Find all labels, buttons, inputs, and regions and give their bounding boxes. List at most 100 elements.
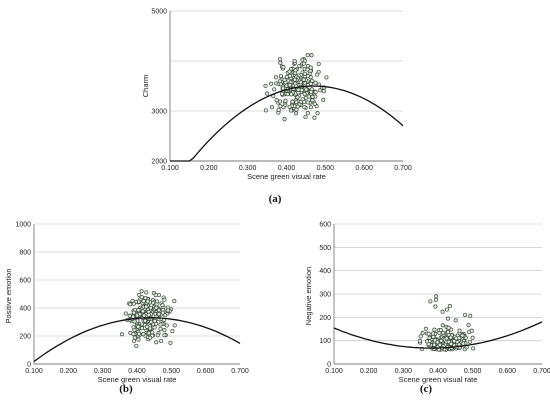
data-point <box>433 304 438 309</box>
data-point <box>308 105 313 110</box>
x-tick-label: 0.300 <box>94 368 112 375</box>
data-point <box>417 339 422 344</box>
data-point <box>148 335 153 340</box>
data-point <box>128 302 133 307</box>
data-point <box>303 114 308 120</box>
data-point <box>147 326 153 331</box>
data-point <box>131 325 136 330</box>
data-point <box>145 324 150 329</box>
y-tick-label: 3000 <box>151 109 167 116</box>
x-tick-label: 0.400 <box>429 368 447 375</box>
fit-curve <box>333 321 543 349</box>
data-point <box>448 335 453 340</box>
data-point <box>310 94 315 99</box>
y-tick-label: 1000 <box>15 222 31 229</box>
data-point <box>158 326 163 331</box>
data-point <box>278 73 283 79</box>
data-point <box>308 65 313 70</box>
panel-caption: (b) <box>119 383 133 395</box>
data-point <box>280 91 285 96</box>
data-point <box>127 313 132 318</box>
data-point <box>150 330 155 335</box>
data-point <box>162 313 168 318</box>
x-tick-label: 0.500 <box>163 368 181 375</box>
x-axis-title: Scene green visual rate <box>98 375 177 384</box>
data-point <box>136 337 141 342</box>
y-tick-label: 0 <box>327 362 331 369</box>
data-point <box>427 335 432 340</box>
x-tick-label: 0.600 <box>197 368 215 375</box>
data-point <box>162 297 167 302</box>
data-point <box>136 331 141 336</box>
x-tick-label: 0.500 <box>317 165 335 172</box>
data-point <box>446 325 451 330</box>
data-point <box>269 105 275 110</box>
data-point <box>433 297 438 302</box>
x-tick-label: 0.200 <box>200 165 218 172</box>
data-point <box>136 324 141 329</box>
data-point <box>281 65 286 70</box>
y-tick-label: 500 <box>319 245 331 252</box>
data-point <box>165 308 171 313</box>
data-point <box>269 81 274 86</box>
data-point <box>263 108 268 113</box>
data-point <box>310 98 315 103</box>
data-point <box>301 77 306 82</box>
data-point <box>471 346 476 351</box>
y-axis-title: Negative emotion <box>304 267 313 325</box>
data-point <box>289 92 294 97</box>
data-point <box>159 338 164 343</box>
data-point <box>297 63 302 69</box>
y-tick-label: 200 <box>19 334 31 341</box>
data-point <box>119 332 124 337</box>
data-point <box>160 303 165 308</box>
data-point <box>131 338 137 344</box>
x-tick-label: 0.500 <box>464 368 482 375</box>
data-point <box>144 290 149 295</box>
data-point <box>453 318 458 323</box>
x-tick-label: 0.400 <box>278 165 296 172</box>
data-point <box>131 301 136 306</box>
data-point <box>470 335 475 340</box>
data-point <box>295 95 300 100</box>
data-point <box>432 342 437 347</box>
data-point <box>469 328 474 333</box>
data-point <box>324 75 329 80</box>
data-point <box>304 87 309 92</box>
data-point <box>462 312 468 317</box>
data-point <box>437 342 442 347</box>
data-point <box>315 72 320 77</box>
data-point <box>446 339 451 344</box>
data-point <box>312 101 317 107</box>
data-point <box>302 92 307 97</box>
data-point <box>313 90 318 95</box>
data-point <box>142 313 147 318</box>
y-tick-label: 800 <box>19 250 31 257</box>
y-tick-label: 300 <box>319 292 331 299</box>
data-point <box>283 98 288 103</box>
data-point <box>431 331 436 336</box>
data-point <box>309 53 314 58</box>
chart-panel-2: 0.100 0.200 0.300 0.400 0.500 0.600 0.700 0 200 4… <box>4 222 249 396</box>
data-point <box>321 89 326 94</box>
x-tick-label: 0.100 <box>161 165 179 172</box>
x-tick-label: 0.700 <box>231 368 249 375</box>
data-point <box>292 58 297 64</box>
data-point <box>305 100 310 105</box>
data-point <box>441 330 446 335</box>
data-point <box>298 80 303 85</box>
data-point <box>424 339 430 344</box>
data-point <box>172 323 177 328</box>
data-point <box>278 82 283 87</box>
x-axis-title: Scene green visual rate <box>247 172 326 181</box>
data-point <box>434 294 439 299</box>
y-tick-label: 0 <box>27 362 31 369</box>
data-point <box>460 333 465 338</box>
data-point <box>272 87 277 92</box>
fit-curve <box>170 85 404 162</box>
data-point <box>131 310 136 315</box>
y-tick-label: 5000 <box>151 9 167 16</box>
data-point <box>285 92 290 97</box>
y-tick-label: 400 <box>319 268 331 275</box>
